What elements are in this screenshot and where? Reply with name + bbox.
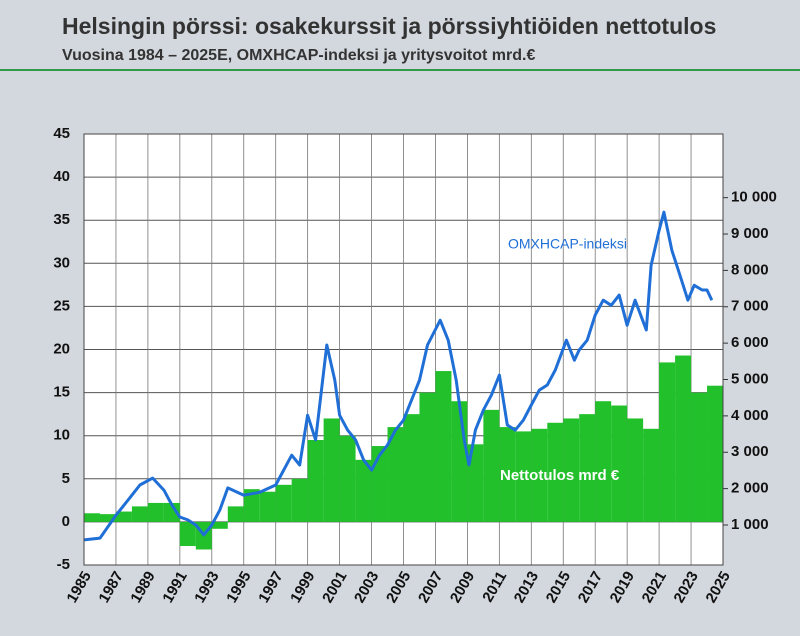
bar [355,459,372,522]
bar [84,513,100,522]
bar [499,427,516,522]
bar [387,427,404,522]
y2-tick-label: 9 000 [731,225,769,242]
y-tick-label: 40 [53,168,70,185]
bar [579,414,596,522]
bar [163,502,180,522]
bar [563,418,580,522]
y-tick-label: 0 [62,513,70,530]
y-tick-label: 15 [53,384,70,401]
bar [211,521,228,529]
y2-tick-label: 1 000 [731,516,769,533]
y-tick-label: 45 [53,125,70,142]
y2-tick-label: 8 000 [731,261,769,278]
chart-title: Helsingin pörssi: osakekurssit ja pörssi… [62,13,716,39]
y-tick-label: 25 [53,297,70,314]
bar [243,489,260,522]
y-tick-label: 35 [53,211,70,228]
bar [483,409,500,522]
bar [707,385,723,522]
y2-tick-label: 10 000 [731,189,777,206]
bar [515,431,532,522]
bar [339,435,356,522]
y-tick-label: 20 [53,340,70,357]
bar [627,418,644,522]
bar [227,506,244,522]
series-label: Nettotulos mrd € [500,467,620,484]
bar [419,392,436,522]
bar [675,355,692,522]
bar [147,502,164,522]
bar [547,422,564,522]
bar [275,484,292,522]
bar [179,521,196,547]
y-tick-label: 10 [53,427,70,444]
y2-tick-label: 2 000 [731,480,769,497]
bar [99,514,116,522]
bar [115,511,132,522]
bar [659,362,676,522]
bar [323,418,340,522]
y-tick-label: -5 [57,556,70,573]
bar [531,428,548,522]
bar [403,414,420,522]
bar [451,401,468,522]
y2-tick-label: 3 000 [731,443,769,460]
bar [291,478,308,522]
y-tick-label: 30 [53,254,70,271]
bar [131,506,148,522]
bar [259,491,276,522]
bar [435,371,452,522]
y-tick-label: 5 [62,470,70,487]
bar [611,405,628,522]
y2-tick-label: 5 000 [731,370,769,387]
line [83,210,714,542]
bar [595,401,612,522]
bar [307,440,324,522]
y2-tick-label: 6 000 [731,334,769,351]
plot-frame [83,133,724,566]
y2-tick-label: 7 000 [731,298,769,315]
series-label: OMXHCAP-indeksi [508,236,627,252]
bar [691,392,708,522]
y2-tick-label: 4 000 [731,407,769,424]
bar [467,444,484,522]
chart-subtitle: Vuosina 1984 – 2025E, OMXHCAP-indeksi ja… [62,47,535,64]
bar [643,428,660,522]
